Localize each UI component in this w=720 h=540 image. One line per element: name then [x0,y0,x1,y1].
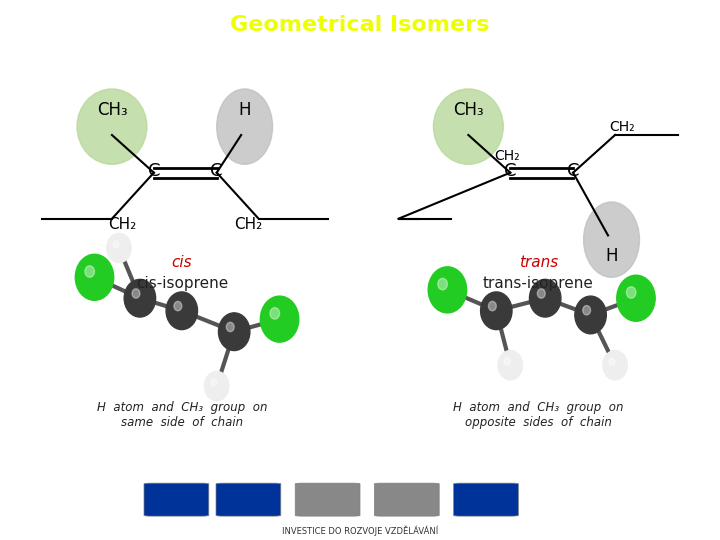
Text: C: C [210,161,223,180]
FancyBboxPatch shape [454,483,518,516]
Circle shape [488,301,496,310]
Text: C: C [148,161,160,180]
Text: C: C [504,161,516,180]
Text: trans-isoprene: trans-isoprene [483,276,593,291]
FancyBboxPatch shape [144,483,209,516]
Text: H  atom  and  CH₃  group  on
same  side  of  chain: H atom and CH₃ group on same side of cha… [96,401,267,429]
Text: H: H [606,247,618,265]
Circle shape [166,292,197,329]
Circle shape [480,292,512,329]
Circle shape [226,322,234,332]
Text: CH₃: CH₃ [96,101,127,119]
Circle shape [529,279,561,317]
Circle shape [626,287,636,298]
Ellipse shape [77,89,147,164]
Circle shape [617,275,655,321]
Text: CH₂: CH₂ [234,218,262,233]
Circle shape [575,296,606,334]
Circle shape [609,358,615,365]
FancyBboxPatch shape [216,483,281,516]
Circle shape [537,289,545,298]
Text: cis-isoprene: cis-isoprene [135,276,228,291]
Circle shape [107,233,131,262]
Text: CH₂: CH₂ [494,149,520,163]
Text: H  atom  and  CH₃  group  on
opposite  sides  of  chain: H atom and CH₃ group on opposite sides o… [453,401,624,429]
Text: trans: trans [518,255,558,270]
Circle shape [582,306,590,315]
Text: CH₂: CH₂ [108,218,137,233]
Circle shape [504,358,510,365]
Circle shape [603,350,627,380]
Circle shape [76,254,114,300]
Text: CH₃: CH₃ [453,101,484,119]
Circle shape [438,278,447,290]
Circle shape [218,313,250,350]
Text: CH₂: CH₂ [609,120,635,133]
Circle shape [270,308,279,319]
Circle shape [85,266,94,277]
Circle shape [428,267,467,313]
Text: C: C [567,161,580,180]
Circle shape [498,350,523,380]
Ellipse shape [433,89,503,164]
Circle shape [113,241,119,248]
Circle shape [261,296,299,342]
FancyBboxPatch shape [374,483,439,516]
Text: cis: cis [171,255,192,270]
Circle shape [204,372,229,401]
Text: H: H [238,101,251,119]
Circle shape [174,301,181,310]
FancyBboxPatch shape [295,483,360,516]
Ellipse shape [217,89,273,164]
Circle shape [132,289,140,298]
Ellipse shape [584,202,639,278]
Text: INVESTICE DO ROZVOJE VZDĚLÁVÁNÍ: INVESTICE DO ROZVOJE VZDĚLÁVÁNÍ [282,526,438,537]
Circle shape [124,279,156,317]
Circle shape [211,379,217,386]
Text: Geometrical Isomers: Geometrical Isomers [230,15,490,35]
